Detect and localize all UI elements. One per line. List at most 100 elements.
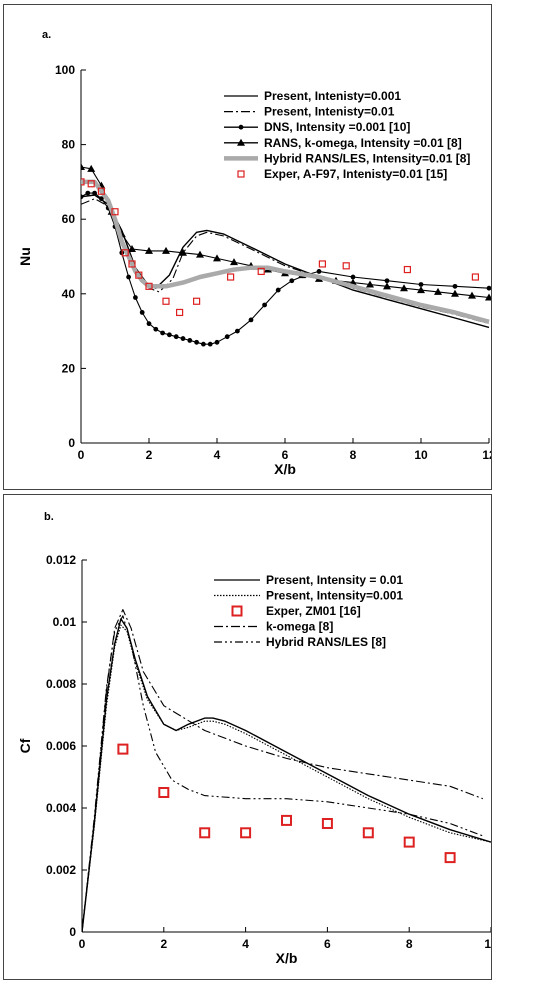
legend-b: Present, Intensity = 0.01 Present, Intens…	[214, 573, 403, 649]
data-point	[342, 262, 350, 270]
x-axis-label: X/b	[276, 950, 298, 966]
y-tick-label: 100	[55, 63, 75, 77]
data-point	[403, 265, 411, 274]
data-point	[400, 284, 408, 292]
data-point	[139, 310, 145, 315]
data-point	[126, 274, 131, 280]
data-point	[158, 787, 170, 798]
data-point	[350, 274, 356, 280]
data-point	[281, 814, 292, 826]
data-point	[321, 818, 333, 829]
data-point	[162, 297, 170, 305]
y-axis-label: Nu	[17, 247, 33, 266]
data-point	[224, 334, 230, 340]
data-point	[444, 852, 456, 864]
data-point	[97, 187, 106, 195]
data-point	[384, 278, 390, 284]
legend-label: RANS, k-omega, Intensity =0.01 [8]	[264, 136, 462, 150]
data-point	[173, 334, 179, 340]
x-tick-label: 0	[78, 448, 85, 462]
legend-label: Hybrid RANS/LES [8]	[266, 635, 386, 649]
data-point	[486, 285, 491, 291]
data-point	[81, 162, 85, 170]
data-point	[418, 282, 424, 287]
series-a-5	[81, 178, 479, 317]
y-tick-label: 0.012	[46, 553, 76, 567]
legend-swatch	[237, 170, 245, 178]
x-tick-label: 2	[146, 448, 153, 462]
data-point	[160, 330, 166, 336]
data-point	[87, 180, 95, 188]
y-tick-label: 0	[68, 436, 75, 450]
series-line	[82, 609, 483, 932]
series-a-4	[81, 179, 490, 324]
panel-label-a: a.	[42, 29, 51, 41]
y-tick-label: 0.006	[46, 739, 76, 753]
legend-a: Present, Intenisty=0.001 Present, Intenis…	[224, 89, 470, 181]
data-point	[92, 190, 97, 196]
y-tick-label: 0	[69, 925, 76, 939]
legend-swatch-marker	[238, 124, 244, 130]
x-tick-label: 8	[350, 448, 357, 462]
data-point	[145, 282, 153, 290]
data-point	[193, 297, 201, 305]
x-tick-label: 12	[482, 448, 491, 462]
data-point	[81, 194, 84, 200]
y-tick-label: 60	[62, 212, 76, 226]
x-axis-label: X/b	[274, 461, 296, 477]
data-point	[468, 291, 476, 299]
data-point	[227, 273, 235, 281]
series-b-3	[82, 609, 483, 932]
x-tick-label: 4	[214, 448, 221, 462]
data-point	[485, 293, 491, 301]
data-point	[121, 249, 129, 257]
data-point	[201, 341, 206, 347]
data-point	[128, 245, 136, 253]
data-point	[289, 278, 295, 284]
data-point	[145, 246, 153, 254]
legend-label: Present, Intenisty=0.01	[264, 105, 395, 119]
data-point	[111, 208, 119, 216]
data-point	[85, 190, 91, 196]
legend-label: Exper, A-F97, Intenisty=0.01 [15]	[264, 167, 447, 181]
legend-label: DNS, Intensity =0.001 [10]	[264, 120, 410, 134]
data-point	[383, 282, 391, 290]
series-b-2	[117, 743, 456, 864]
data-point	[362, 827, 374, 839]
x-tick-label: 4	[242, 937, 249, 951]
data-point	[434, 287, 442, 295]
data-point	[162, 246, 170, 254]
x-tick-label: 0	[79, 937, 86, 951]
data-point	[230, 258, 238, 266]
data-point	[257, 267, 265, 276]
data-point	[275, 287, 281, 293]
data-point	[366, 280, 374, 288]
y-tick-label: 0.002	[46, 863, 76, 877]
series-b-0	[82, 618, 491, 932]
y-tick-label: 20	[62, 361, 76, 375]
legend-swatch-marker	[237, 138, 245, 146]
series-line	[81, 192, 490, 345]
data-point	[153, 326, 159, 332]
data-point	[240, 827, 252, 839]
data-point	[417, 286, 425, 294]
series-line	[82, 615, 483, 932]
data-point	[316, 269, 322, 274]
data-point	[248, 317, 254, 323]
data-point	[133, 295, 138, 300]
data-point	[187, 338, 193, 343]
series-b-4	[82, 615, 483, 932]
series-line	[82, 618, 491, 932]
x-tick-label: 2	[160, 937, 167, 951]
x-tick-label: 10	[484, 937, 491, 951]
x-tick-label: 6	[324, 937, 331, 951]
data-point	[318, 260, 326, 268]
data-point	[452, 283, 458, 289]
x-tick-label: 8	[406, 937, 413, 951]
legend-label: Exper, ZM01 [16]	[266, 604, 361, 618]
data-point	[135, 271, 143, 279]
x-tick-label: 6	[282, 448, 289, 462]
panel-label-b: b.	[44, 511, 54, 523]
data-point	[180, 336, 186, 341]
data-point	[213, 254, 221, 262]
